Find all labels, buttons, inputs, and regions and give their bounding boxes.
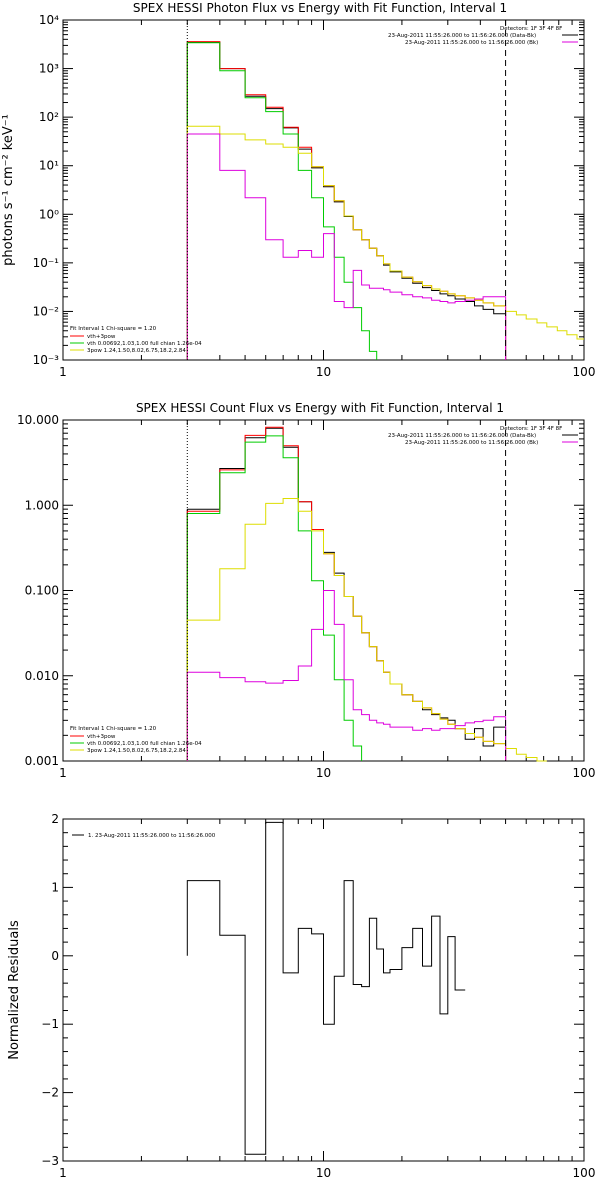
residuals-ylabel: Normalized Residuals <box>7 920 22 1060</box>
legend-power: 3pow 1.24,1.50,8.02,6.75,18.2,2.84 <box>87 348 186 354</box>
series-line-data-bk <box>186 41 507 360</box>
series-line-vth-3pow <box>186 41 507 360</box>
series-line-bk <box>186 590 507 761</box>
legend-fit-interval: Fit Interval 1 Chi-square = 1.20 <box>70 326 157 332</box>
x-tick-label: 1 <box>59 766 67 780</box>
y-tick-label: 10⁻¹ <box>33 256 60 270</box>
series-line-vth-3pow <box>186 426 507 761</box>
x-tick-label: 100 <box>573 1166 596 1180</box>
legend-thermal: vth 0.00692,1.03,1.00 full chian 1.26e-0… <box>87 341 202 347</box>
legend-data-bk-2: 23-Aug-2011 11:55:26.000 to 11:56:26.000… <box>388 433 536 439</box>
legend-power-2: 3pow 1.24,1.50,8.02,6.75,18.2,2.84 <box>87 748 186 754</box>
photon-flux-series <box>186 41 584 360</box>
residuals-series <box>186 821 466 1155</box>
legend-total-2: vth+3pow <box>87 734 116 740</box>
x-tick-label: 100 <box>573 766 596 780</box>
x-tick-label: 100 <box>573 365 596 379</box>
photon-flux-legend-top: Detectors: 1F 3F 4F 8F 23-Aug-2011 11:55… <box>388 26 578 46</box>
y-tick-label: −3 <box>41 1154 59 1168</box>
y-tick-label: −2 <box>41 1086 59 1100</box>
photon-flux-axes: 1 10 100 10⁻³ 10⁻² 10⁻¹ 10⁰ 10¹ 10² 10³ 10⁴ <box>33 13 596 379</box>
legend-thermal-2: vth 0.00692,1.03,1.00 full chian 1.26e-0… <box>87 741 202 747</box>
series-line-bk <box>186 133 507 360</box>
residuals-legend: 1. 23-Aug-2011 11:55:26.000 to 11:56:26.… <box>88 833 216 839</box>
y-tick-label: 1 <box>51 880 59 894</box>
y-tick-label: 2 <box>51 812 59 826</box>
legend-total: vth+3pow <box>87 334 116 340</box>
y-tick-label: 0.001 <box>25 754 59 768</box>
series-line-data-bk <box>186 427 507 761</box>
y-tick-label: 0 <box>51 949 59 963</box>
x-tick-label: 10 <box>316 365 331 379</box>
y-tick-label: 10⁴ <box>39 13 59 27</box>
y-tick-label: 10¹ <box>39 159 59 173</box>
series-line-vth <box>186 435 363 761</box>
y-tick-label: 10³ <box>39 62 59 76</box>
y-tick-label: 1.000 <box>25 498 59 512</box>
y-tick-label: −1 <box>41 1017 59 1031</box>
legend-data-bk: 23-Aug-2011 11:55:26.000 to 11:56:26.000… <box>388 33 536 39</box>
count-flux-title: SPEX HESSI Count Flux vs Energy with Fit… <box>136 401 504 415</box>
photon-flux-ylabel: photons s⁻¹ cm⁻² keV⁻¹ <box>1 114 16 266</box>
legend-detectors: Detectors: 1F 3F 4F 8F <box>500 26 562 32</box>
y-tick-label: 10⁰ <box>39 207 59 221</box>
count-flux-panel: SPEX HESSI Count Flux vs Energy with Fit… <box>17 401 595 780</box>
x-tick-label: 10 <box>316 766 331 780</box>
y-tick-label: 10⁻² <box>33 304 60 318</box>
count-flux-energy-range-lines <box>186 420 507 761</box>
y-tick-label: 0.010 <box>25 669 59 683</box>
y-tick-label: 0.100 <box>25 584 59 598</box>
y-tick-label: 10.000 <box>17 413 59 427</box>
legend-detectors-2: Detectors: 1F 3F 4F 8F <box>500 426 562 432</box>
y-tick-label: 10² <box>39 110 59 124</box>
x-tick-label: 10 <box>316 1166 331 1180</box>
series-line-1-23-aug-2011-11-55-26-000-to-11-56-26-000 <box>186 821 466 1155</box>
photon-flux-panel: SPEX HESSI Photon Flux vs Energy with Fi… <box>1 1 595 379</box>
count-flux-series <box>186 426 547 762</box>
residuals-panel: 1 10 100 −3 −2 −1 0 1 2 Normalized Residuals 1. … <box>7 812 595 1180</box>
series-line-vth <box>186 42 378 360</box>
series-line-3pow <box>186 498 547 762</box>
count-flux-legend-top: Detectors: 1F 3F 4F 8F 23-Aug-2011 11:55… <box>388 426 578 446</box>
y-tick-label: 10⁻³ <box>33 353 60 367</box>
photon-flux-energy-range-lines <box>186 20 507 360</box>
photon-flux-title: SPEX HESSI Photon Flux vs Energy with Fi… <box>133 1 507 15</box>
legend-bk-2: 23-Aug-2011 11:55:26.000 to 11:56:26.000… <box>405 440 538 446</box>
photon-flux-legend-bottom: Fit Interval 1 Chi-square = 1.20 vth+3po… <box>70 326 202 354</box>
count-flux-legend-bottom: Fit Interval 1 Chi-square = 1.20 vth+3po… <box>70 726 202 754</box>
x-tick-label: 1 <box>59 365 67 379</box>
series-line-3pow <box>186 125 584 360</box>
count-flux-axes: 1 10 100 0.001 0.010 0.100 1.000 10.000 <box>17 413 595 780</box>
x-tick-label: 1 <box>59 1166 67 1180</box>
residuals-axes: 1 10 100 −3 −2 −1 0 1 2 <box>41 812 595 1180</box>
legend-bk: 23-Aug-2011 11:55:26.000 to 11:56:26.000… <box>405 40 538 46</box>
legend-fit-interval-2: Fit Interval 1 Chi-square = 1.20 <box>70 726 157 732</box>
